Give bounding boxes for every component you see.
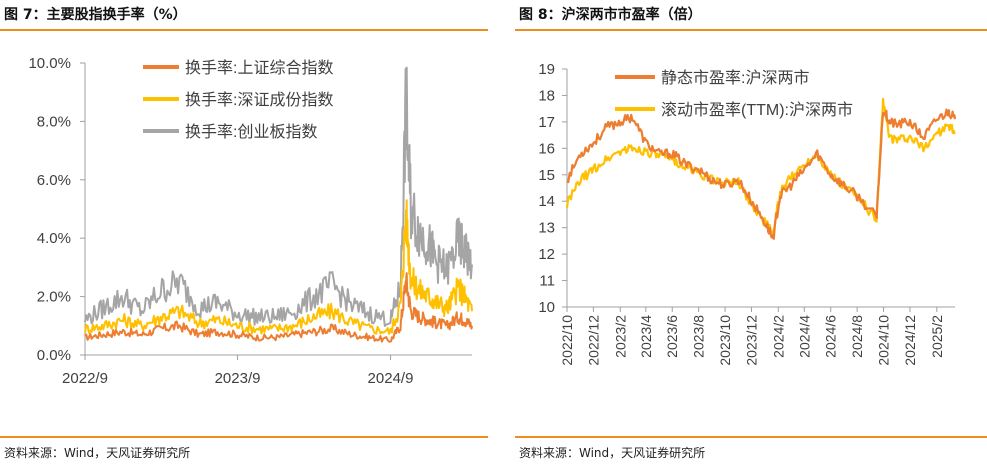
x-tick-label: 2024/9	[368, 370, 414, 387]
y-tick-label: 2.0%	[37, 289, 71, 306]
figure-title: 图 7：主要股指换手率（%）	[4, 7, 187, 23]
x-tick-label: 2024/2	[770, 315, 786, 358]
y-tick-label: 6.0%	[37, 172, 71, 189]
chart-panel-pe: 图 8：沪深两市市盈率（倍） 10 11 12 13 14 15 16 17 18 19 2022/…	[515, 0, 987, 466]
turnover-chart: 0.0% 2.0% 4.0% 6.0% 8.0% 10.0% 2022/9 2023/9 202…	[28, 55, 473, 387]
x-tick-label: 2022/12	[585, 315, 601, 366]
series-line-1	[84, 199, 473, 335]
y-tick-label: 0.0%	[37, 347, 71, 364]
y-tick-label: 16	[538, 140, 555, 157]
x-tick-label: 2022/9	[62, 370, 108, 387]
y-tick-label: 4.0%	[37, 230, 71, 247]
x-tick-label: 2024/4	[796, 315, 812, 358]
x-tick-label: 2024/6	[823, 315, 839, 358]
y-tick-label: 15	[538, 167, 555, 184]
y-tick-label: 19	[538, 61, 555, 78]
x-tick-label: 2023/10	[717, 315, 733, 366]
title-rule	[0, 29, 488, 31]
legend-label: 滚动市盈率(TTM):沪深两市	[661, 101, 853, 119]
x-tick-label: 2023/4	[638, 315, 654, 358]
series-line-0	[84, 272, 473, 343]
series-line-0	[566, 108, 957, 240]
series-line-1	[565, 97, 956, 237]
x-tick-label: 2024/12	[902, 315, 918, 366]
y-tick-label: 17	[538, 114, 555, 131]
y-tick-label: 14	[538, 193, 555, 210]
pe-chart: 10 11 12 13 14 15 16 17 18 19 2022/10 2022/12 2023/2…	[538, 61, 957, 366]
y-tick-label: 10	[538, 299, 555, 316]
source-note: 资料来源：Wind，天风证券研究所	[4, 446, 191, 460]
source-note: 资料来源：Wind，天风证券研究所	[519, 446, 706, 460]
title-rule	[515, 29, 987, 31]
x-tick-label: 2023/2	[612, 315, 628, 358]
series-line-2	[84, 66, 473, 327]
x-tick-label: 2023/8	[691, 315, 707, 358]
x-tick-label: 2023/9	[215, 370, 261, 387]
source-rule	[0, 436, 488, 438]
legend-label: 换手率:深证成份指数	[185, 91, 333, 109]
source-rule	[515, 436, 987, 438]
figure-title: 图 8：沪深两市市盈率（倍）	[519, 7, 702, 23]
x-tick-label: 2023/12	[744, 315, 760, 366]
x-tick-label: 2025/2	[929, 315, 945, 358]
legend-label: 静态市盈率:沪深两市	[661, 69, 809, 87]
y-tick-label: 12	[538, 246, 555, 263]
y-tick-label: 10.0%	[28, 55, 71, 72]
y-tick-label: 8.0%	[37, 113, 71, 130]
chart-panel-turnover: 图 7：主要股指换手率（%） 0.0% 2.0% 4.0% 6.0% 8.0% 10.0%…	[0, 0, 488, 466]
x-tick-label: 2024/8	[849, 315, 865, 358]
x-tick-label: 2023/6	[664, 315, 680, 358]
legend-label: 换手率:创业板指数	[185, 123, 317, 141]
y-tick-label: 13	[538, 220, 555, 237]
x-tick-label: 2024/10	[876, 315, 892, 366]
y-tick-label: 11	[539, 273, 555, 290]
legend-label: 换手率:上证综合指数	[185, 59, 333, 77]
x-tick-label: 2022/10	[559, 315, 575, 366]
y-tick-label: 18	[538, 87, 555, 104]
